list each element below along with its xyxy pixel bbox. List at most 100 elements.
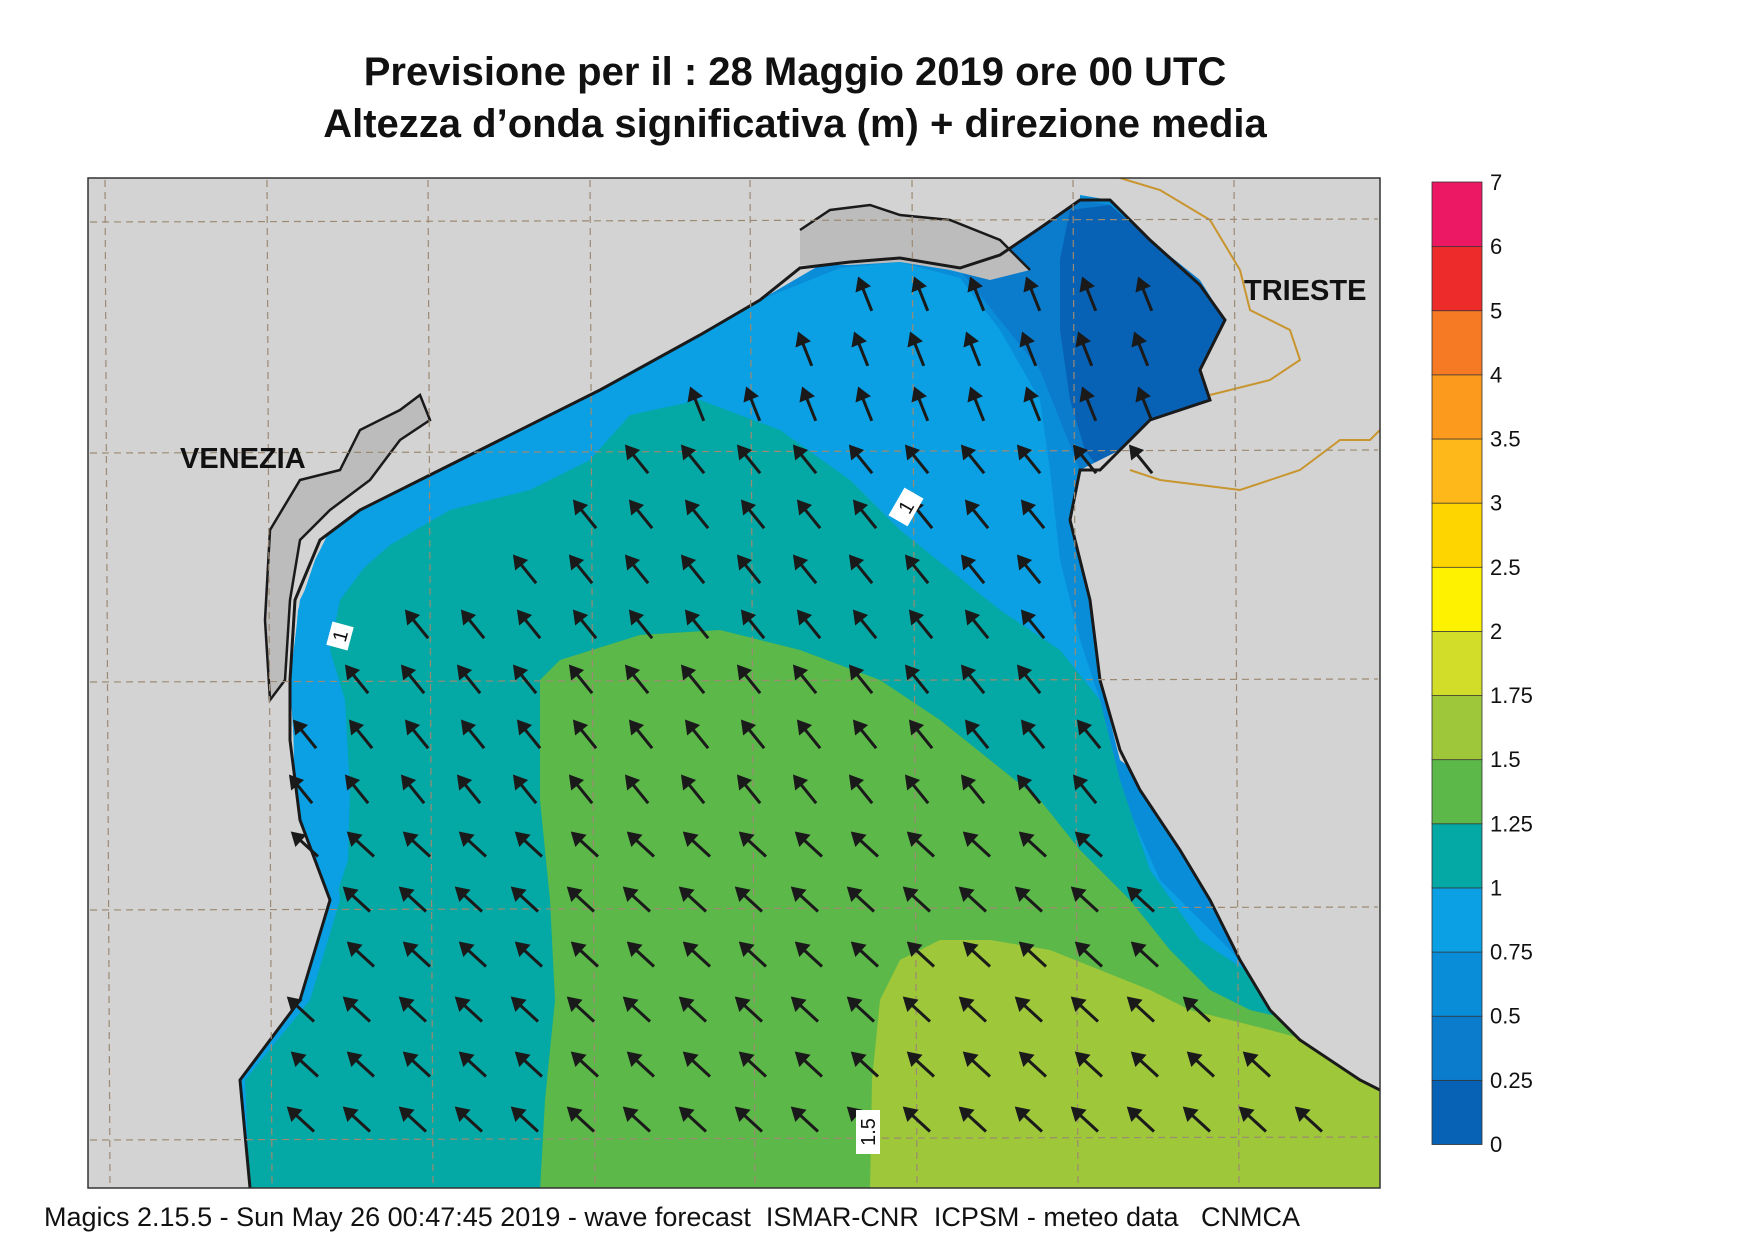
wave-arrow: [684, 719, 710, 750]
wave-arrow: [572, 499, 598, 530]
wave-arrow: [904, 444, 930, 475]
wave-arrow: [572, 609, 598, 640]
grid-parallel: [89, 1136, 1379, 1141]
wave-arrow: [516, 719, 542, 750]
wave-arrow: [906, 941, 936, 968]
wave-arrow: [1075, 331, 1094, 367]
wave-arrow: [286, 996, 316, 1023]
wave-arrow: [570, 831, 600, 858]
wave-arrow: [572, 719, 598, 750]
wave-arrow: [678, 886, 708, 913]
wave-arrow: [402, 1051, 432, 1078]
legend-tick-label: 3: [1490, 491, 1502, 516]
wave-arrow: [404, 719, 430, 750]
wave-arrow: [795, 331, 814, 367]
wave-arrow: [738, 1051, 768, 1078]
wave-arrow: [1182, 996, 1212, 1023]
wave-arrow: [1070, 886, 1100, 913]
wave-arrow: [514, 941, 544, 968]
wave-arrow: [566, 886, 596, 913]
legend-swatch: [1431, 373, 1483, 440]
wave-arrow: [510, 886, 540, 913]
wave-arrow: [628, 719, 654, 750]
wave-arrow: [906, 831, 936, 858]
wave-arrow: [680, 664, 706, 695]
wave-arrow: [958, 1106, 988, 1133]
wave-arrow: [736, 664, 762, 695]
wave-arrow: [902, 886, 932, 913]
wave-arrow: [734, 1106, 764, 1133]
wave-arrow: [1135, 386, 1154, 422]
wave-arrow: [1130, 941, 1160, 968]
wave-arrow: [850, 831, 880, 858]
wave-arrow: [682, 1051, 712, 1078]
wave-arrow: [740, 609, 766, 640]
city-label-trieste: TRIESTE: [1244, 275, 1366, 307]
wave-arrow: [680, 774, 706, 805]
wave-arrow: [454, 996, 484, 1023]
wave-arrow: [962, 941, 992, 968]
legend-swatch: [1431, 951, 1483, 1017]
legend-swatch: [1431, 181, 1483, 248]
wave-arrow: [568, 664, 594, 695]
wave-arrow: [348, 719, 374, 750]
wave-arrow: [1070, 1106, 1100, 1133]
wave-arrow: [290, 1051, 320, 1078]
wave-arrow: [736, 554, 762, 585]
wave-arrow: [456, 774, 482, 805]
legend-tick-label: 3.5: [1490, 427, 1521, 452]
wave-arrow: [342, 1106, 372, 1133]
wave-arrow: [1126, 886, 1156, 913]
wave-arrow: [734, 886, 764, 913]
wave-arrow: [346, 831, 376, 858]
wave-arrow: [454, 886, 484, 913]
wave-arrow: [960, 664, 986, 695]
wave-arrow: [904, 664, 930, 695]
wave-arrow: [678, 996, 708, 1023]
wave-arrow: [344, 664, 370, 695]
wave-arrow: [680, 554, 706, 585]
wave-arrow: [1072, 774, 1098, 805]
contour-label-1-5: 1.5: [856, 1110, 880, 1154]
wave-arrow: [1135, 276, 1154, 312]
wave-arrow: [1186, 1051, 1216, 1078]
legend-tick-label: 2.5: [1490, 555, 1521, 580]
city-label-venezia: VENEZIA: [180, 443, 306, 475]
wave-arrow: [678, 1106, 708, 1133]
legend-swatch: [1431, 566, 1483, 632]
grid-parallel: [89, 906, 1379, 911]
wave-arrow: [794, 831, 824, 858]
legend-tick-label: 1: [1490, 875, 1502, 900]
wave-arrow: [514, 831, 544, 858]
wave-arrow: [1070, 996, 1100, 1023]
wave-arrow: [852, 609, 878, 640]
wave-arrow: [1016, 664, 1042, 695]
wave-arrow: [566, 1106, 596, 1133]
wave-arrow: [1016, 554, 1042, 585]
footer-credits: Magics 2.15.5 - Sun May 26 00:47:45 2019…: [44, 1202, 1301, 1232]
wave-arrow: [1079, 386, 1098, 422]
wave-arrow: [850, 941, 880, 968]
wave-arrow: [736, 444, 762, 475]
sea-band-1-5: [870, 940, 1380, 1188]
wave-arrow: [794, 941, 824, 968]
wave-arrow: [622, 886, 652, 913]
wave-arrow: [570, 1051, 600, 1078]
wave-arrow: [1074, 941, 1104, 968]
wave-arrow: [402, 941, 432, 968]
wave-arrow: [404, 609, 430, 640]
legend-tick-label: 0.25: [1490, 1068, 1533, 1093]
wave-arrow: [964, 719, 990, 750]
wave-arrow: [400, 664, 426, 695]
legend-swatch: [1431, 887, 1483, 953]
wave-arrow: [743, 386, 762, 422]
legend-swatch: [1431, 822, 1483, 889]
grid-parallel: [89, 449, 1379, 454]
legend-tick-label: 5: [1490, 298, 1502, 323]
wave-arrow: [792, 664, 818, 695]
wave-arrow: [628, 499, 654, 530]
wave-arrow: [855, 276, 874, 312]
wave-arrow: [1020, 499, 1046, 530]
wave-arrow: [1023, 386, 1042, 422]
wave-arrow: [790, 886, 820, 913]
